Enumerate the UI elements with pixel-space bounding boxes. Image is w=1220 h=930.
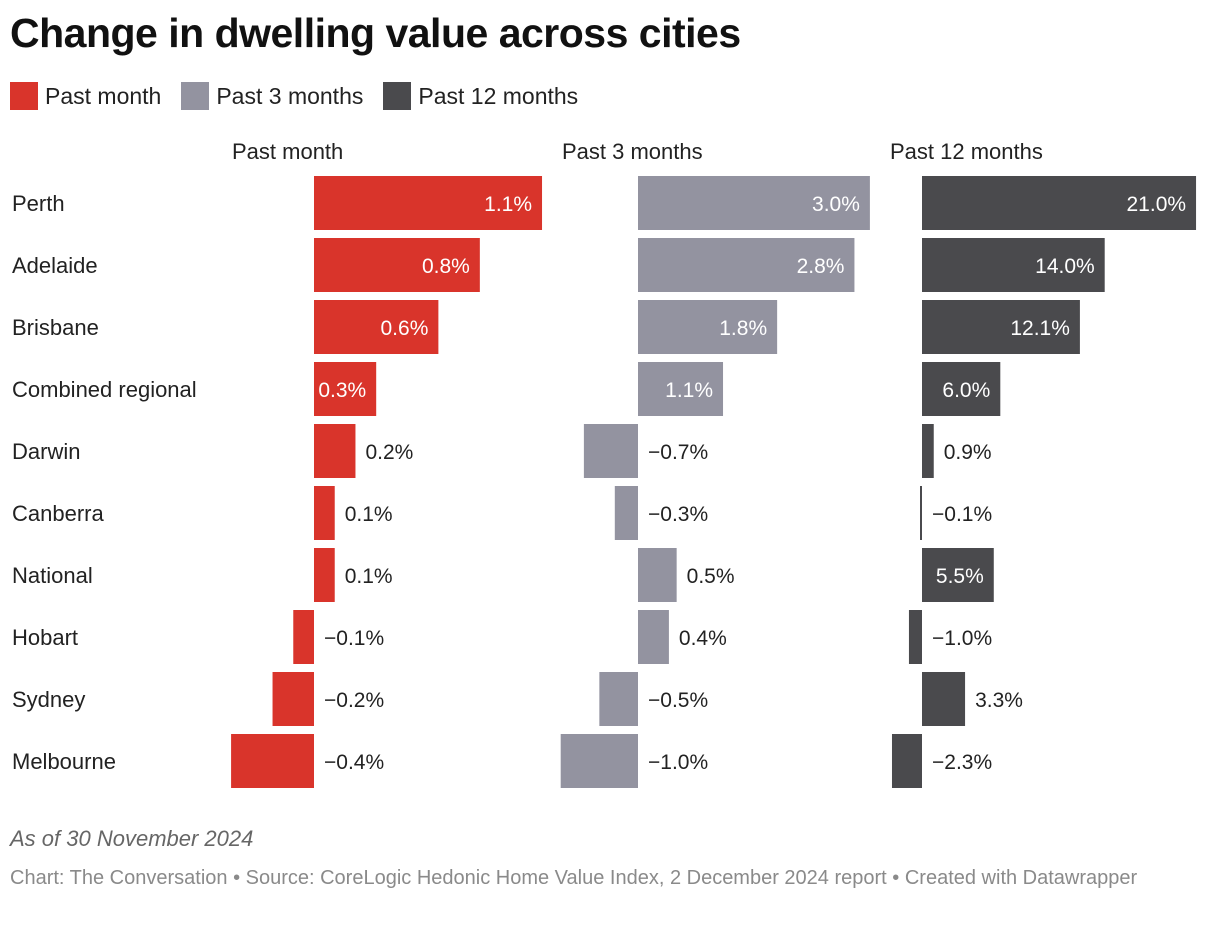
bar-past-12-months-darwin [922,424,934,478]
bar-past-3-months-adelaide [638,238,855,292]
bar-past-12-months-sydney [922,672,966,726]
data-label-past-12-months-combined-regional: 6.0% [942,379,990,402]
category-label-sydney: Sydney [12,687,85,712]
data-label-past-month-sydney: −0.2% [324,689,384,712]
bar-past-month-combined-regional [314,362,377,416]
bar-past-month-brisbane [314,300,439,354]
bar-past-3-months-perth [638,176,870,230]
data-label-past-12-months-melbourne: −2.3% [932,751,992,774]
bar-past-12-months-brisbane [922,300,1080,354]
legend: Past month Past 3 months Past 12 months [10,82,598,110]
data-label-past-3-months-sydney: −0.5% [648,689,708,712]
data-label-past-3-months-brisbane: 1.8% [719,317,767,340]
data-label-past-12-months-darwin: 0.9% [944,441,992,464]
source-credit: Chart: The Conversation • Source: CoreLo… [10,867,1138,889]
bar-past-month-canberra [314,486,335,540]
category-label-darwin: Darwin [12,439,80,464]
legend-swatch-past-3-months [181,82,210,110]
category-label-combined-regional: Combined regional [12,377,197,402]
legend-swatch-past-month [10,82,38,110]
data-label-past-3-months-combined-regional: 1.1% [665,379,713,402]
legend-label-past-3-months: Past 3 months [216,82,364,109]
bar-chart: Past month Past 3 months Past 12 months Per… [12,139,1197,788]
bar-past-12-months-combined-regional [922,362,1001,416]
category-label-brisbane: Brisbane [12,315,99,340]
panel-header-past-3-months: Past 3 months [562,139,703,164]
bar-past-3-months-darwin [583,424,638,478]
legend-item-past-12-months: Past 12 months [383,82,578,110]
data-label-past-3-months-hobart: 0.4% [679,627,727,650]
chart-title: Change in dwelling value across cities [10,10,741,56]
data-label-past-month-canberra: 0.1% [345,503,393,526]
data-label-past-month-combined-regional: 0.3% [318,379,366,402]
bar-past-12-months-adelaide [922,238,1105,292]
data-label-past-month-hobart: −0.1% [324,627,384,650]
data-label-past-month-national: 0.1% [345,565,393,588]
panel-header-past-12-months: Past 12 months [890,139,1043,164]
data-label-past-3-months-darwin: −0.7% [648,441,708,464]
bar-past-3-months-national [638,548,677,602]
category-label-canberra: Canberra [12,501,104,526]
data-label-past-3-months-perth: 3.0% [812,193,860,216]
bar-past-3-months-canberra [614,486,638,540]
panel-header-past-month: Past month [232,139,343,164]
bar-past-12-months-canberra [920,486,922,540]
legend-label-past-12-months: Past 12 months [418,82,579,109]
data-label-past-month-darwin: 0.2% [365,441,413,464]
data-label-past-12-months-adelaide: 14.0% [1035,255,1095,278]
bar-past-month-perth [314,176,543,230]
data-label-past-12-months-brisbane: 12.1% [1010,317,1070,340]
bar-past-month-darwin [314,424,356,478]
data-label-past-12-months-national: 5.5% [936,565,984,588]
category-label-adelaide: Adelaide [12,253,98,278]
data-label-past-month-perth: 1.1% [484,193,532,216]
data-label-past-month-melbourne: −0.4% [324,751,384,774]
bar-past-12-months-perth [922,176,1197,230]
category-label-perth: Perth [12,191,65,216]
date-note: As of 30 November 2024 [10,826,254,851]
data-label-past-3-months-adelaide: 2.8% [797,255,845,278]
legend-item-past-month: Past month [10,82,161,110]
legend-label-past-month: Past month [45,82,162,109]
category-label-national: National [12,563,93,588]
bar-past-month-national [314,548,335,602]
category-label-hobart: Hobart [12,625,78,650]
bar-past-month-adelaide [314,238,480,292]
data-label-past-12-months-sydney: 3.3% [975,689,1023,712]
bar-past-3-months-brisbane [638,300,778,354]
data-label-past-month-brisbane: 0.6% [381,317,429,340]
data-label-past-12-months-hobart: −1.0% [932,627,992,650]
data-label-past-month-adelaide: 0.8% [422,255,470,278]
data-label-past-3-months-melbourne: −1.0% [648,751,708,774]
bar-past-month-hobart [293,610,314,664]
legend-item-past-3-months: Past 3 months [181,82,363,110]
legend-swatch-past-12-months [383,82,412,110]
bar-past-12-months-melbourne [891,734,922,788]
bar-past-3-months-melbourne [560,734,638,788]
data-label-past-3-months-canberra: −0.3% [648,503,708,526]
data-label-past-12-months-perth: 21.0% [1127,193,1187,216]
bar-past-3-months-hobart [638,610,669,664]
bar-past-month-melbourne [231,734,314,788]
data-label-past-3-months-national: 0.5% [687,565,735,588]
bar-past-month-sydney [272,672,314,726]
bar-past-3-months-combined-regional [638,362,724,416]
category-label-melbourne: Melbourne [12,749,116,774]
bar-past-12-months-national [922,548,994,602]
bar-past-12-months-hobart [908,610,922,664]
bar-past-3-months-sydney [599,672,638,726]
data-label-past-12-months-canberra: −0.1% [932,503,992,526]
